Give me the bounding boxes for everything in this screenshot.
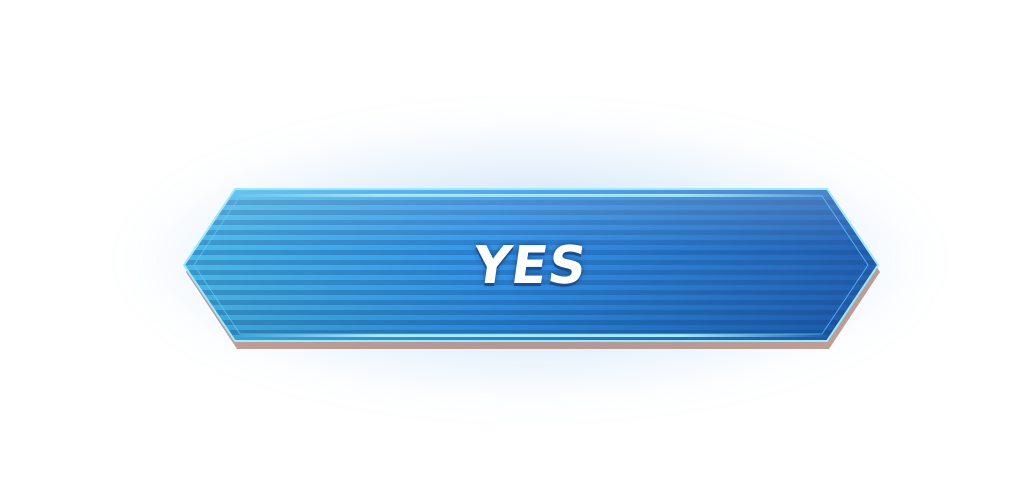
yes-button[interactable]: YES [0,0,1034,500]
yes-button-shape [182,188,880,349]
confirm-screen: YES [0,0,1034,500]
